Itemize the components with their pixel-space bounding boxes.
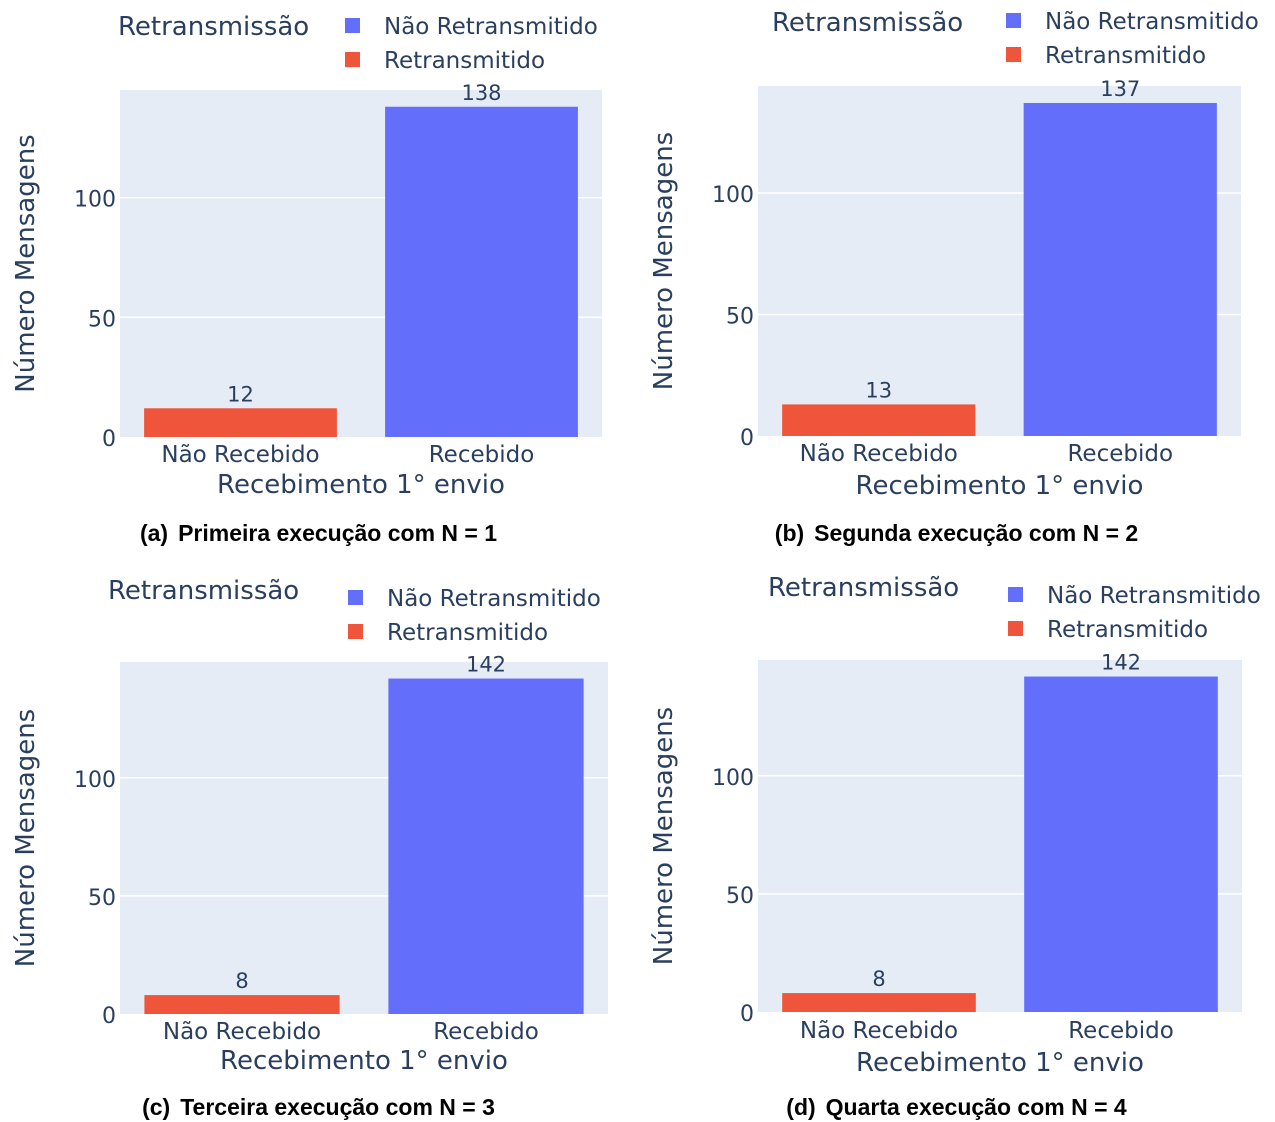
y-tick-label: 0 <box>102 1004 116 1029</box>
legend-label-0: Não Retransmitido <box>387 586 601 612</box>
chart-a: Retransmissão Não Retransmitido Retransmit… <box>11 0 607 500</box>
x-tick-label: Não Recebido <box>161 442 319 468</box>
caption-a: (a) Primeira execução com N = 1 <box>0 520 637 547</box>
chart-c: Retransmissão Não Retransmitido Retransmit… <box>11 564 608 1076</box>
caption-label-c: (c) <box>142 1094 171 1120</box>
y-tick-label: 0 <box>740 426 754 451</box>
bar-value-label: 137 <box>1100 77 1140 101</box>
legend-swatch-0 <box>1006 13 1021 28</box>
legend-label-1: Retransmitido <box>384 48 545 74</box>
bar-nao-recebido <box>144 408 337 437</box>
legend-bg <box>735 561 1245 639</box>
legend-title: Retransmissão <box>768 573 959 603</box>
legend-title: Retransmissão <box>118 12 309 42</box>
chart-d: Retransmissão Não Retransmitido Retransmit… <box>649 561 1261 1078</box>
legend-label-0: Não Retransmitido <box>1045 9 1259 35</box>
bar-nao-recebido <box>782 993 976 1012</box>
caption-d: (d) Quarta execução com N = 4 <box>638 1094 1275 1121</box>
x-tick-label: Não Recebido <box>800 1018 958 1044</box>
x-axis-title: Recebimento 1° envio <box>220 1046 508 1076</box>
x-tick-label: Não Recebido <box>163 1019 321 1045</box>
y-axis-title: Número Mensagens <box>649 707 679 965</box>
y-tick-label: 50 <box>726 304 754 329</box>
bar-recebido <box>1024 676 1218 1012</box>
caption-c: (c) Terceira execução com N = 3 <box>0 1094 637 1121</box>
legend-label-1: Retransmitido <box>1045 43 1206 69</box>
legend-swatch-0 <box>348 590 363 605</box>
y-tick-label: 0 <box>102 427 116 452</box>
bar-nao-recebido <box>144 995 340 1014</box>
caption-label-b: (b) <box>774 520 805 546</box>
y-tick-label: 50 <box>88 886 116 911</box>
chart-panel-a: Retransmissão Não Retransmitido Retransmit… <box>0 0 637 561</box>
y-axis-title: Número Mensagens <box>649 132 679 390</box>
x-tick-label: Recebido <box>1068 1018 1174 1044</box>
caption-text-d: Quarta execução com N = 4 <box>825 1094 1127 1120</box>
bar-value-label: 142 <box>1101 651 1141 675</box>
legend-swatch-1 <box>1008 621 1023 636</box>
x-axis-title: Recebimento 1° envio <box>856 1048 1144 1078</box>
caption-label-d: (d) <box>786 1094 816 1120</box>
bar-value-label: 8 <box>872 967 885 991</box>
chart-panel-b: Retransmissão Não Retransmitido Retransmit… <box>638 0 1275 561</box>
legend-label-0: Não Retransmitido <box>1047 583 1261 609</box>
caption-label-a: (a) <box>139 520 169 546</box>
bar-value-label: 12 <box>227 382 254 406</box>
chart-b: Retransmissão Não Retransmitido Retransmit… <box>649 0 1259 501</box>
x-axis-title: Recebimento 1° envio <box>217 470 505 500</box>
legend-label-1: Retransmitido <box>387 620 548 646</box>
x-tick-label: Recebido <box>433 1019 539 1045</box>
legend-title: Retransmissão <box>108 576 299 606</box>
y-tick-label: 100 <box>74 768 116 793</box>
legend-swatch-0 <box>1008 587 1023 602</box>
chart-panel-c: Retransmissão Não Retransmitido Retransmit… <box>0 561 637 1122</box>
x-tick-label: Recebido <box>429 442 535 468</box>
bar-recebido <box>1023 103 1217 436</box>
legend-bg <box>735 0 1245 74</box>
x-tick-label: Recebido <box>1067 441 1173 467</box>
legend-title: Retransmissão <box>772 8 963 38</box>
bar-recebido <box>388 678 584 1014</box>
legend-swatch-1 <box>348 624 363 639</box>
y-tick-label: 100 <box>712 766 754 791</box>
legend-swatch-1 <box>1006 47 1021 62</box>
bar-value-label: 138 <box>461 81 501 105</box>
y-tick-label: 100 <box>74 188 116 213</box>
legend-swatch-0 <box>345 18 360 33</box>
y-tick-label: 100 <box>712 183 754 208</box>
bar-value-label: 13 <box>865 378 892 402</box>
bar-value-label: 8 <box>235 969 248 993</box>
legend-label-0: Não Retransmitido <box>384 14 598 40</box>
y-tick-label: 50 <box>88 307 116 332</box>
chart-panel-d: Retransmissão Não Retransmitido Retransmit… <box>638 561 1275 1122</box>
bar-recebido <box>385 106 578 438</box>
x-tick-label: Não Recebido <box>800 441 958 467</box>
caption-text-c: Terceira execução com N = 3 <box>180 1094 495 1120</box>
y-axis-title: Número Mensagens <box>11 709 41 967</box>
x-axis-title: Recebimento 1° envio <box>856 471 1144 501</box>
bar-nao-recebido <box>782 404 976 436</box>
y-tick-label: 50 <box>726 884 754 909</box>
caption-text-b: Segunda execução com N = 2 <box>814 520 1139 546</box>
caption-b: (b) Segunda execução com N = 2 <box>638 520 1275 547</box>
bar-value-label: 142 <box>466 653 506 677</box>
legend-label-1: Retransmitido <box>1047 617 1208 643</box>
y-axis-title: Número Mensagens <box>11 134 41 392</box>
legend-swatch-1 <box>345 52 360 67</box>
caption-text-a: Primeira execução com N = 1 <box>178 520 498 546</box>
y-tick-label: 0 <box>740 1002 754 1027</box>
